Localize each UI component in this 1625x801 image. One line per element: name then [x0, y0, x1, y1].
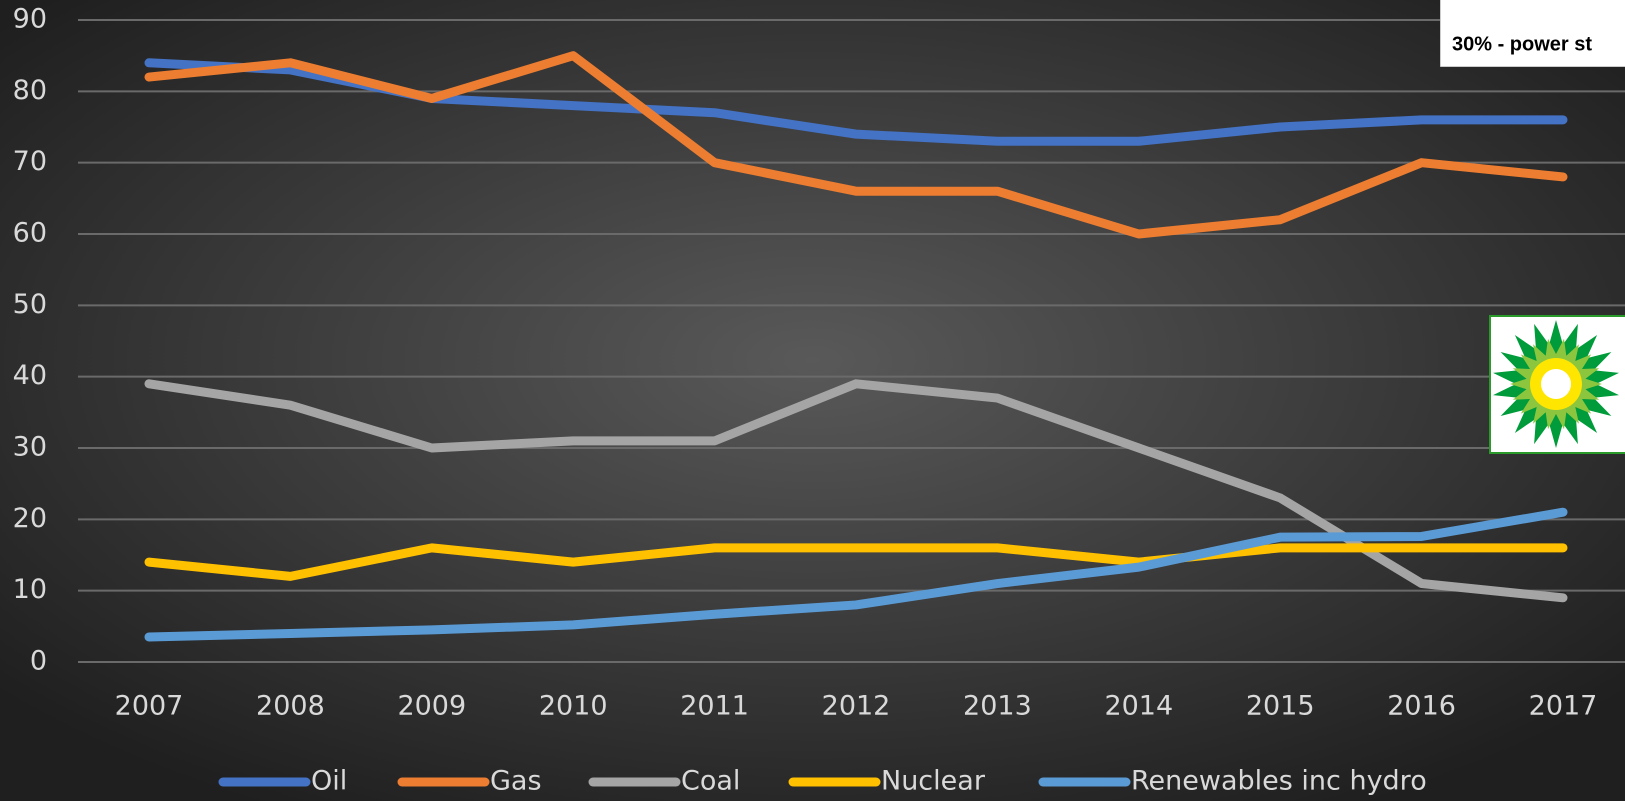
legend-label: Coal	[681, 766, 740, 797]
x-tick-label: 2011	[680, 691, 749, 722]
y-tick-label: 80	[13, 75, 47, 106]
annotation-box: 30% - power st	[1440, 0, 1625, 67]
x-tick-label: 2016	[1387, 691, 1456, 722]
y-tick-label: 70	[13, 146, 47, 177]
x-tick-label: 2015	[1246, 691, 1315, 722]
legend-label: Gas	[490, 766, 542, 797]
y-tick-label: 60	[13, 218, 47, 249]
x-tick-label: 2014	[1104, 691, 1173, 722]
x-tick-label: 2008	[256, 691, 325, 722]
logo-center	[1541, 369, 1571, 399]
series-line	[144, 379, 1568, 603]
y-tick-label: 30	[13, 432, 47, 463]
annotation: 30% - power st	[1452, 33, 1592, 55]
x-tick-label: 2012	[822, 691, 891, 722]
series-line	[144, 507, 1568, 642]
x-tick-label: 2010	[539, 691, 608, 722]
legend-label: Oil	[311, 766, 347, 797]
legend-label: Nuclear	[881, 766, 986, 797]
y-tick-label: 0	[30, 646, 47, 677]
legend-label: Renewables inc hydro	[1131, 766, 1427, 797]
y-tick-label: 90	[13, 4, 47, 35]
x-tick-label: 2013	[963, 691, 1032, 722]
y-tick-label: 10	[13, 574, 47, 605]
annotation-background	[1440, 0, 1625, 67]
y-tick-label: 40	[13, 360, 47, 391]
series-line	[144, 543, 1568, 581]
x-tick-label: 2009	[397, 691, 466, 722]
y-tick-label: 50	[13, 289, 47, 320]
bp-logo	[1489, 315, 1625, 454]
x-tick-label: 2007	[115, 691, 184, 722]
y-tick-label: 20	[13, 503, 47, 534]
x-tick-label: 2017	[1529, 691, 1598, 722]
series-line	[144, 51, 1568, 239]
